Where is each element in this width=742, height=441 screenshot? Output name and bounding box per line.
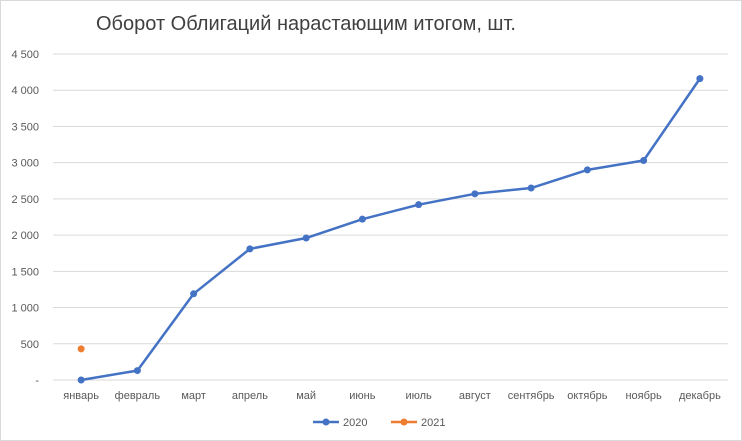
x-tick-label: май <box>296 390 316 402</box>
data-point-2020 <box>133 367 141 375</box>
data-point-2020 <box>246 245 254 253</box>
data-point-2020 <box>696 75 704 83</box>
y-tick-label: 2 500 <box>11 194 39 206</box>
data-point-2020 <box>583 166 591 174</box>
data-point-2020 <box>190 290 198 298</box>
y-tick-label: 4 000 <box>11 85 39 97</box>
series-line-2020 <box>80 77 701 382</box>
x-tick-label: март <box>181 390 206 402</box>
x-tick-label: октябрь <box>567 390 607 402</box>
x-tick-label: июль <box>405 390 432 402</box>
legend-label: 2020 <box>343 417 367 429</box>
legend-marker <box>322 418 330 426</box>
x-tick-label: август <box>459 390 491 402</box>
data-point-2020 <box>302 234 310 242</box>
x-tick-label: январь <box>63 390 99 402</box>
data-point-2020 <box>77 376 85 384</box>
y-tick-label: - <box>35 375 39 387</box>
y-tick-label: 3 500 <box>11 121 39 133</box>
y-tick-label: 2 000 <box>11 230 39 242</box>
y-tick-label: 500 <box>21 339 39 351</box>
x-tick-label: июнь <box>349 390 375 402</box>
x-tick-label: февраль <box>115 390 161 402</box>
y-tick-label: 3 000 <box>11 158 39 170</box>
data-point-2020 <box>471 190 479 198</box>
y-tick-label: 1 000 <box>11 303 39 315</box>
data-point-2020 <box>415 201 423 209</box>
y-tick-label: 1 500 <box>11 266 39 278</box>
x-tick-label: ноябрь <box>625 390 662 402</box>
data-point-2020 <box>527 184 535 192</box>
data-point-2020 <box>640 156 648 164</box>
data-point-2020 <box>358 215 366 223</box>
x-tick-label: декабрь <box>679 390 721 402</box>
x-tick-label: апрель <box>232 390 268 402</box>
legend-marker <box>400 418 408 426</box>
legend-label: 2021 <box>421 417 445 429</box>
data-point-2021 <box>77 345 85 353</box>
chart-title: Оборот Облигаций нарастающим итогом, шт. <box>96 13 516 35</box>
x-tick-label: сентябрь <box>508 390 555 402</box>
y-tick-label: 4 500 <box>11 49 39 61</box>
